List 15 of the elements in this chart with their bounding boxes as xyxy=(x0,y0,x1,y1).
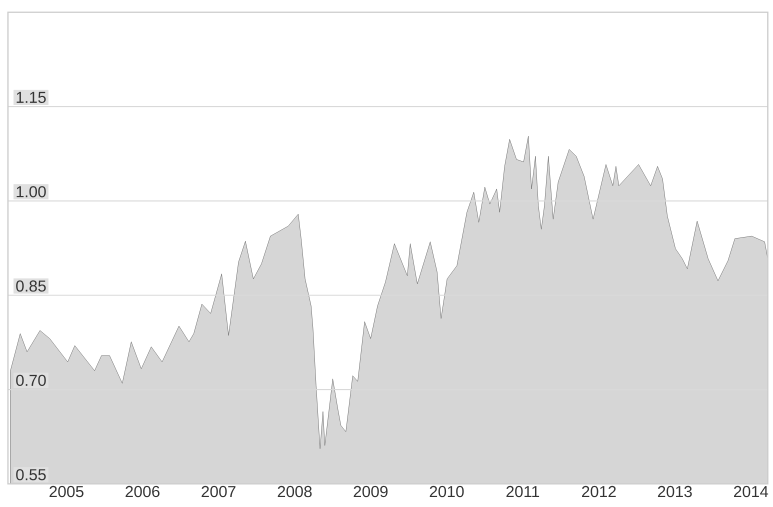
x-tick-label: 2011 xyxy=(506,486,540,498)
y-tick-label: 1.15 xyxy=(16,92,46,104)
x-tick-label: 2009 xyxy=(354,486,388,498)
y-tick-label: 0.85 xyxy=(16,280,46,292)
x-tick-label: 2005 xyxy=(50,486,84,498)
x-tick-label: 2014 xyxy=(734,486,768,498)
y-tick-label: 0.55 xyxy=(16,469,46,480)
x-tick-label: 2010 xyxy=(430,486,464,498)
x-tick-label: 2008 xyxy=(278,486,312,498)
y-tick-label: 1.00 xyxy=(16,186,46,198)
x-tick-label: 2006 xyxy=(126,486,160,498)
x-tick-label: 2012 xyxy=(582,486,616,498)
x-tick-label: 2013 xyxy=(658,486,692,498)
y-tick-label: 0.70 xyxy=(16,374,46,386)
x-tick-label: 2007 xyxy=(202,486,236,498)
